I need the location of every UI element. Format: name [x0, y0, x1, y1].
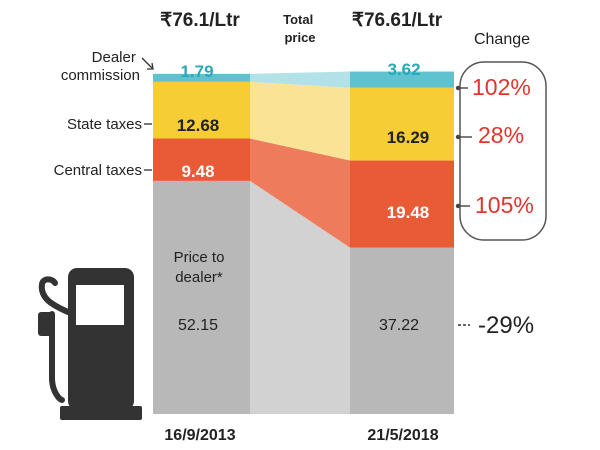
fuel-pump-nozzle	[38, 312, 54, 336]
bar-state-taxes-2018	[350, 87, 454, 161]
flow-band-dealer-commission	[250, 71, 350, 88]
change-label-state-taxes: 28%	[478, 122, 524, 148]
series-label-dealer-price: Price to dealer*	[174, 249, 225, 286]
total-price-2018: ₹76.61/Ltr	[352, 10, 443, 31]
total-price-2013: ₹76.1/Ltr	[160, 10, 240, 31]
change-pointer-dot-dealer-commission	[455, 85, 461, 91]
fuel-pump-hose	[38, 276, 71, 315]
x-tick-2018: 21/5/2018	[367, 427, 438, 444]
flow-band-central-taxes	[250, 138, 350, 248]
flow-band-dealer-price	[250, 180, 350, 414]
value-label-dealer-price-2018: 37.22	[379, 317, 419, 334]
change-label-dealer-commission: 102%	[472, 74, 531, 100]
change-pointer-dot-state-taxes	[455, 134, 461, 140]
bar-dealer-price-2018	[350, 247, 454, 414]
total-price-caption-line2: price	[284, 30, 315, 45]
series-labels: Dealer commission State taxes Central ta…	[54, 49, 154, 179]
series-label-dealer-price-line2: dealer*	[175, 269, 223, 286]
series-label-dealer-commission-line2: commission	[61, 67, 140, 84]
dealer-commission-pointer	[141, 57, 153, 69]
value-label-dealer-commission-2018: 3.62	[387, 60, 420, 79]
value-label-dealer-commission-2013: 1.79	[180, 62, 213, 81]
bar-dealer-commission-2018	[350, 71, 454, 88]
series-label-dealer-price-line1: Price to	[174, 249, 225, 266]
change-label-dealer-price: -29%	[478, 312, 534, 339]
series-label-central-taxes: Central taxes	[54, 162, 142, 179]
fuel-pump-window	[76, 285, 124, 325]
bar-dealer-commission-2013	[153, 73, 250, 82]
bar-dealer-price-2013	[153, 180, 250, 414]
total-price-caption-line1: Total	[283, 12, 313, 27]
value-label-dealer-price-2013: 52.15	[178, 317, 218, 334]
total-price-caption: Total price	[283, 12, 317, 45]
dealer-commission-arrowhead	[147, 62, 154, 70]
value-label-state-taxes-2013: 12.68	[177, 116, 220, 135]
bar-central-taxes-2018	[350, 160, 454, 248]
change-label-central-taxes: 105%	[475, 192, 534, 218]
change-bracket	[459, 61, 547, 241]
value-label-central-taxes-2018: 19.48	[387, 203, 430, 222]
x-tick-2013: 16/9/2013	[164, 427, 235, 444]
fuel-pump-base	[60, 406, 142, 420]
fuel-pump-hose-lower	[49, 311, 65, 403]
series-label-state-taxes: State taxes	[67, 116, 142, 133]
series-label-dealer-commission-line1: Dealer	[92, 49, 136, 66]
value-label-central-taxes-2013: 9.48	[181, 162, 214, 181]
bar-state-taxes-2013	[153, 81, 250, 139]
change-pointer-dot-central-taxes	[455, 203, 461, 209]
bar-central-taxes-2013	[153, 138, 250, 181]
flow-band-state-taxes	[250, 81, 350, 161]
value-label-state-taxes-2018: 16.29	[387, 128, 430, 147]
fuel-pump-icon	[38, 268, 142, 420]
series-label-dealer-commission: Dealer commission	[61, 49, 140, 84]
change-header: Change	[474, 31, 530, 48]
